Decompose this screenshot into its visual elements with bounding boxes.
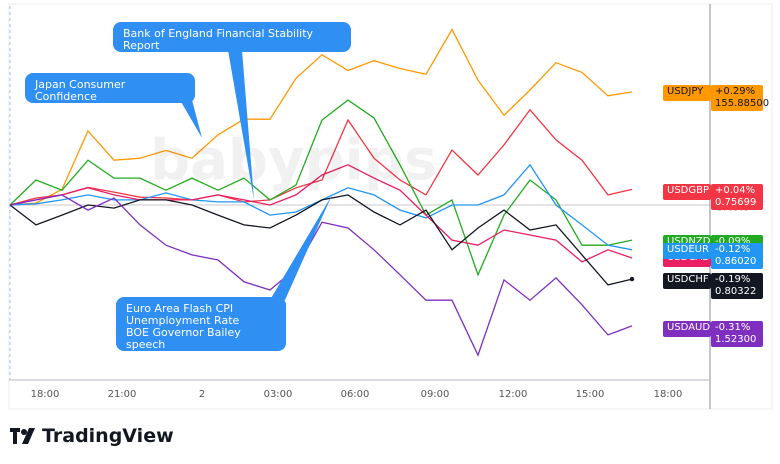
chart[interactable]: 0.50%0.40%0.20%0.10%-0.40% 18:0021:00203…	[0, 0, 780, 412]
boe-callout: Bank of England Financial Stability Repo…	[113, 22, 351, 52]
brand-name: TradingView	[42, 425, 174, 447]
percent-change: -0.31%	[715, 322, 751, 333]
euro-callout: Euro Area Flash CPI Unemployment Rate BO…	[116, 297, 286, 351]
x-tick-label: 06:00	[341, 389, 370, 400]
last-price: 0.86020	[715, 256, 757, 267]
x-tick-label: 15:00	[576, 389, 605, 400]
series-label-usdaud[interactable]: USDAUD	[663, 321, 711, 337]
series-value-usdchf: -0.19% 0.80322	[711, 273, 763, 299]
x-tick-label: 09:00	[421, 389, 450, 400]
x-tick-label: 03:00	[264, 389, 293, 400]
series-line-usdaud[interactable]	[9, 194, 633, 357]
last-price: 155.88500	[715, 98, 770, 109]
watermark: babypips	[150, 128, 438, 193]
last-price: 0.75699	[715, 197, 757, 208]
series-line-usdnzd[interactable]	[9, 99, 633, 277]
x-tick-label: 21:00	[108, 389, 137, 400]
x-tick-label: 12:00	[499, 389, 528, 400]
tradingview-logo-icon	[10, 428, 35, 444]
series-line-usdchf[interactable]	[9, 194, 633, 286]
series-value-usdjpy: +0.29% 155.88500	[711, 85, 770, 111]
x-tick-label: 18:00	[654, 389, 683, 400]
percent-change: -0.19%	[715, 274, 751, 285]
series-label-usdjpy[interactable]: USDJPY	[663, 85, 711, 101]
last-point-marker	[629, 276, 635, 282]
series-label-usdgbp[interactable]: USDGBP	[663, 184, 711, 200]
euro-callout-line: Euro Area Flash CPI	[126, 302, 234, 315]
percent-change: +0.29%	[715, 86, 756, 97]
series-line-usdcad[interactable]	[9, 164, 633, 263]
series-label-usdchf[interactable]: USDCHF	[663, 273, 711, 289]
series-label-usdeur[interactable]: USDEUR	[663, 243, 711, 259]
x-tick-label: 2	[199, 389, 205, 400]
percent-change: -0.09%	[715, 236, 751, 247]
last-price: 0.80322	[715, 286, 757, 297]
series-value-usdgbp: +0.04% 0.75699	[711, 184, 763, 210]
euro-callout-line: BOE Governor Bailey speech	[126, 326, 241, 351]
x-tick-label: 18:00	[31, 389, 60, 400]
series-line-usdjpy[interactable]	[9, 28, 633, 206]
series-line-usdgbp[interactable]	[9, 108, 633, 206]
series-value-usdaud: -0.31% 1.52300	[711, 321, 763, 347]
last-price: 1.52300	[715, 334, 757, 345]
percent-change: -0.12%	[715, 244, 751, 255]
tradingview-logo[interactable]: TradingView	[10, 425, 174, 447]
series-value-usdeur: -0.12% 0.86020	[711, 243, 763, 269]
japan-callout: Japan Consumer Confidence	[25, 73, 195, 103]
percent-change: +0.04%	[715, 185, 756, 196]
euro-callout-line: Unemployment Rate	[126, 314, 240, 327]
